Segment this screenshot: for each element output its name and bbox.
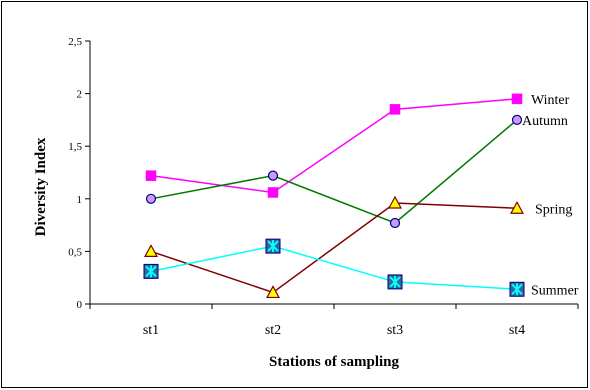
y-axis-label: Diversity Index bbox=[33, 137, 49, 236]
series-label-spring: Spring bbox=[535, 202, 572, 217]
data-point-summer bbox=[143, 263, 159, 279]
data-point-autumn bbox=[511, 114, 523, 126]
series-winter: Winter bbox=[145, 93, 570, 198]
data-point-spring bbox=[387, 195, 403, 209]
data-point-autumn bbox=[389, 217, 401, 229]
series-autumn: Autumn bbox=[145, 114, 568, 229]
data-point-summer bbox=[265, 238, 281, 254]
data-point-summer bbox=[509, 281, 525, 297]
series-line-autumn bbox=[150, 119, 518, 224]
y-tick-label: 0,5 bbox=[68, 246, 82, 258]
y-tick-label: 2,5 bbox=[68, 36, 82, 48]
y-tick-label: 1 bbox=[77, 194, 83, 206]
data-point-spring bbox=[265, 285, 281, 299]
series-line-spring bbox=[150, 202, 518, 294]
x-tick-label: st3 bbox=[387, 323, 403, 338]
series-summer: Summer bbox=[143, 238, 579, 298]
x-tick-label: st4 bbox=[509, 323, 525, 338]
data-point-spring bbox=[143, 244, 159, 257]
x-axis-label: Stations of sampling bbox=[269, 354, 400, 370]
data-point-winter bbox=[389, 104, 401, 115]
data-point-winter bbox=[145, 170, 157, 181]
data-point-winter bbox=[511, 93, 523, 105]
axes: 0 0,5 1 1,5 2 2,5 st1 st2 st3 st4 bbox=[68, 36, 579, 338]
y-tick-label: 1,5 bbox=[68, 141, 82, 153]
series-label-autumn: Autumn bbox=[522, 114, 568, 129]
data-point-autumn bbox=[267, 170, 279, 181]
data-point-summer bbox=[387, 274, 403, 290]
series-group: Winter Autumn Spring Summer bbox=[143, 93, 579, 299]
series-spring: Spring bbox=[143, 195, 572, 299]
series-label-winter: Winter bbox=[531, 93, 570, 108]
y-tick-label: 0 bbox=[77, 299, 83, 311]
series-line-summer bbox=[150, 245, 518, 291]
x-tick-label: st1 bbox=[143, 323, 159, 338]
y-tick-label: 2 bbox=[77, 89, 83, 101]
data-point-autumn bbox=[145, 193, 157, 204]
x-tick-label: st2 bbox=[265, 323, 281, 338]
series-line-winter bbox=[150, 98, 518, 194]
series-label-summer: Summer bbox=[531, 283, 579, 298]
data-point-spring bbox=[509, 201, 525, 214]
data-point-winter bbox=[267, 187, 279, 198]
